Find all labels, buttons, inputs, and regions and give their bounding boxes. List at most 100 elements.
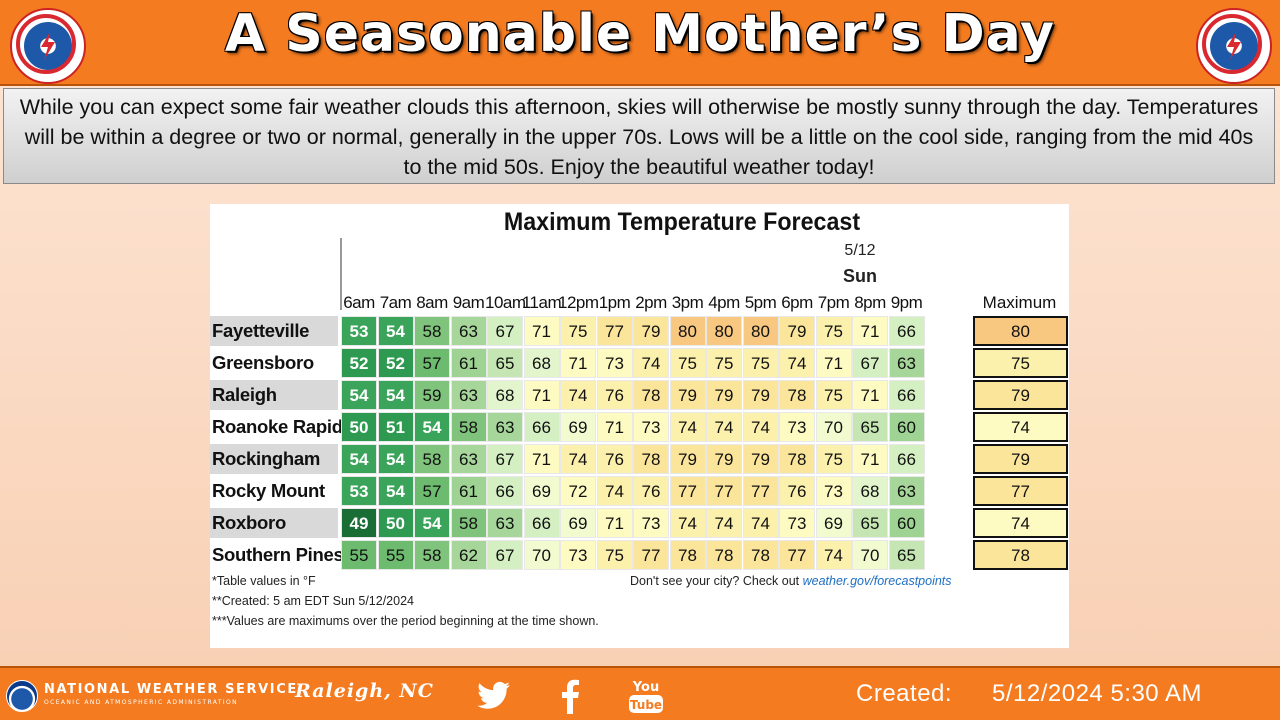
temp-cell: 73 bbox=[596, 348, 633, 378]
hour-header: 3pm bbox=[671, 293, 704, 312]
temp-cell: 77 bbox=[596, 316, 633, 346]
city-label: Southern Pines bbox=[212, 544, 344, 565]
temp-cell: 63 bbox=[487, 412, 523, 442]
divider bbox=[340, 238, 342, 310]
temp-cell: 51 bbox=[377, 412, 414, 442]
temp-cell: 59 bbox=[414, 380, 450, 410]
temp-cell: 70 bbox=[815, 412, 852, 442]
temp-cell: 71 bbox=[815, 348, 852, 378]
temp-cell: 80 bbox=[669, 316, 706, 346]
temp-cell: 71 bbox=[523, 444, 560, 474]
temp-cell: 54 bbox=[377, 380, 414, 410]
temp-cell: 69 bbox=[560, 508, 596, 538]
temp-cell: 79 bbox=[706, 444, 742, 474]
temp-cell: 75 bbox=[596, 540, 633, 570]
temp-cell: 54 bbox=[341, 444, 377, 474]
temp-cell: 58 bbox=[414, 444, 450, 474]
temp-cell: 71 bbox=[560, 348, 596, 378]
hour-header: 7am bbox=[379, 293, 412, 312]
temp-cell: 75 bbox=[706, 348, 742, 378]
note-units: *Table values in °F bbox=[212, 574, 316, 588]
hour-header: 11am bbox=[521, 293, 562, 312]
hour-header: 8am bbox=[416, 293, 448, 312]
temp-cell: 67 bbox=[487, 540, 523, 570]
temp-cell: 74 bbox=[742, 412, 779, 442]
temp-cell: 68 bbox=[487, 380, 523, 410]
temp-cell: 75 bbox=[815, 444, 852, 474]
youtube-icon[interactable]: You Tube bbox=[626, 676, 666, 716]
max-temp-cell: 77 bbox=[973, 476, 1068, 506]
temp-cell: 76 bbox=[779, 476, 815, 506]
temp-cell: 58 bbox=[450, 412, 487, 442]
temp-cell: 50 bbox=[377, 508, 414, 538]
hour-header: 1pm bbox=[598, 293, 631, 312]
temp-cell: 53 bbox=[341, 476, 377, 506]
hour-header: 7pm bbox=[817, 293, 850, 312]
hour-header: 4pm bbox=[708, 293, 740, 312]
created-label: Created: bbox=[856, 680, 953, 707]
temp-cell: 74 bbox=[669, 412, 706, 442]
agency-subtitle: OCEANIC AND ATMOSPHERIC ADMINISTRATION bbox=[44, 699, 239, 706]
max-temp-cell: 80 bbox=[973, 316, 1068, 346]
header-banner: A Seasonable Mother’s Day bbox=[0, 0, 1280, 86]
max-temp-cell: 75 bbox=[973, 348, 1068, 378]
temp-cell: 72 bbox=[560, 476, 596, 506]
city-label: Fayetteville bbox=[210, 316, 338, 346]
facebook-icon[interactable] bbox=[551, 676, 591, 716]
temp-cell: 79 bbox=[633, 316, 669, 346]
office-name: Raleigh, NC bbox=[295, 680, 434, 702]
temp-cell: 78 bbox=[779, 444, 815, 474]
temp-cell: 65 bbox=[852, 508, 888, 538]
temp-cell: 74 bbox=[596, 476, 633, 506]
city-label: Roanoke Rapids bbox=[212, 416, 353, 437]
temp-cell: 73 bbox=[560, 540, 596, 570]
temp-cell: 78 bbox=[779, 380, 815, 410]
maximum-header: Maximum bbox=[982, 293, 1057, 312]
city-cta: Don't see your city? Check out weather.g… bbox=[630, 574, 952, 588]
temp-cell: 74 bbox=[706, 412, 742, 442]
temp-cell: 50 bbox=[341, 412, 377, 442]
note-created: **Created: 5 am EDT Sun 5/12/2024 bbox=[212, 594, 414, 608]
noaa-logo bbox=[6, 680, 38, 712]
forecast-points-link[interactable]: weather.gov/forecastpoints bbox=[802, 574, 952, 588]
temperature-table-panel: Maximum Temperature Forecast 5/12 Sun 6a… bbox=[210, 204, 1069, 648]
max-temp-cell: 79 bbox=[973, 380, 1068, 410]
temp-cell: 63 bbox=[450, 316, 487, 346]
temp-cell: 73 bbox=[779, 412, 815, 442]
temp-cell: 57 bbox=[414, 476, 450, 506]
temp-cell: 74 bbox=[560, 444, 596, 474]
temp-cell: 79 bbox=[669, 380, 706, 410]
max-temp-cell: 74 bbox=[973, 508, 1068, 538]
svg-text:You: You bbox=[632, 680, 659, 695]
hour-header: 6pm bbox=[781, 293, 813, 312]
twitter-icon[interactable] bbox=[474, 676, 514, 716]
temp-cell: 76 bbox=[596, 380, 633, 410]
nws-logo-left bbox=[10, 8, 86, 84]
forecast-day: Sun bbox=[843, 266, 877, 286]
temp-cell: 78 bbox=[633, 444, 669, 474]
temp-cell: 74 bbox=[742, 508, 779, 538]
temp-cell: 79 bbox=[669, 444, 706, 474]
temp-cell: 71 bbox=[523, 316, 560, 346]
hour-header: 9am bbox=[452, 293, 485, 312]
temp-cell: 66 bbox=[523, 412, 560, 442]
temp-cell: 75 bbox=[815, 380, 852, 410]
temp-cell: 78 bbox=[742, 540, 779, 570]
temp-cell: 73 bbox=[779, 508, 815, 538]
temp-cell: 74 bbox=[779, 348, 815, 378]
temp-cell: 65 bbox=[888, 540, 925, 570]
temp-cell: 54 bbox=[341, 380, 377, 410]
temp-cell: 77 bbox=[706, 476, 742, 506]
temp-cell: 76 bbox=[596, 444, 633, 474]
temp-cell: 71 bbox=[852, 316, 888, 346]
temp-cell: 75 bbox=[560, 316, 596, 346]
hour-header: 10am bbox=[485, 293, 526, 312]
temp-cell: 68 bbox=[523, 348, 560, 378]
temp-cell: 61 bbox=[450, 476, 487, 506]
nws-logo-right bbox=[1196, 8, 1272, 84]
temp-cell: 74 bbox=[560, 380, 596, 410]
hour-header: 6am bbox=[343, 293, 375, 312]
temp-cell: 80 bbox=[742, 316, 779, 346]
temp-cell: 54 bbox=[377, 444, 414, 474]
temp-cell: 66 bbox=[888, 444, 925, 474]
